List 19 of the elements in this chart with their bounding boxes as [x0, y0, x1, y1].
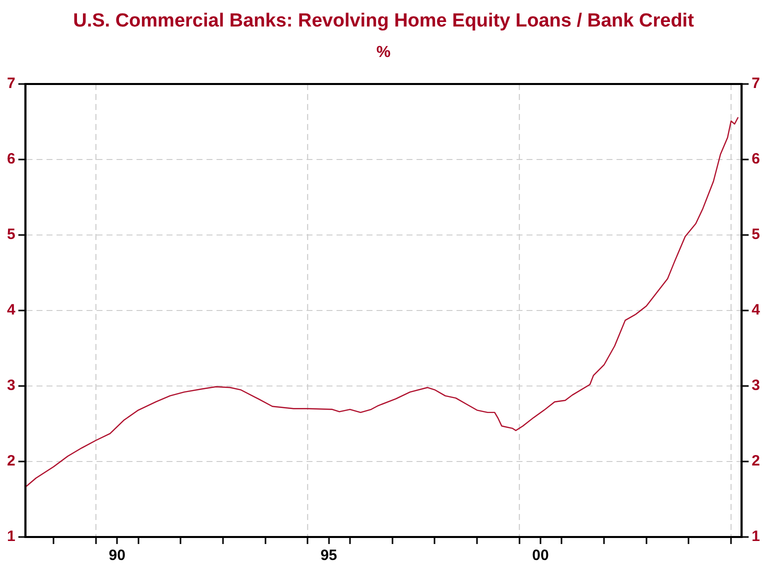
y2-tick-label: 4	[752, 302, 761, 319]
y-tick-label: 7	[7, 75, 16, 92]
y-tick-label: 6	[7, 150, 16, 168]
y-tick-label: 1	[7, 528, 16, 546]
y2-tick-label: 7	[752, 75, 760, 92]
y-tick-label: 2	[7, 452, 16, 470]
y2-tick-label: 3	[752, 377, 760, 394]
y2-tick-label: 2	[752, 452, 760, 470]
chart-title: U.S. Commercial Banks: Revolving Home Equity Loans / Bank Credit	[73, 10, 695, 32]
y2-tick-label: 6	[752, 150, 760, 168]
chart-subtitle: %	[376, 44, 391, 61]
y-tick-label: 5	[7, 226, 16, 244]
y-tick-label: 4	[7, 302, 16, 319]
x-tick-label: 95	[320, 547, 338, 564]
y-tick-label: 3	[7, 377, 16, 394]
x-tick-label: 00	[532, 547, 549, 564]
y2-tick-label: 1	[752, 528, 760, 546]
x-tick-label: 90	[108, 547, 126, 564]
y2-tick-label: 5	[752, 226, 760, 244]
